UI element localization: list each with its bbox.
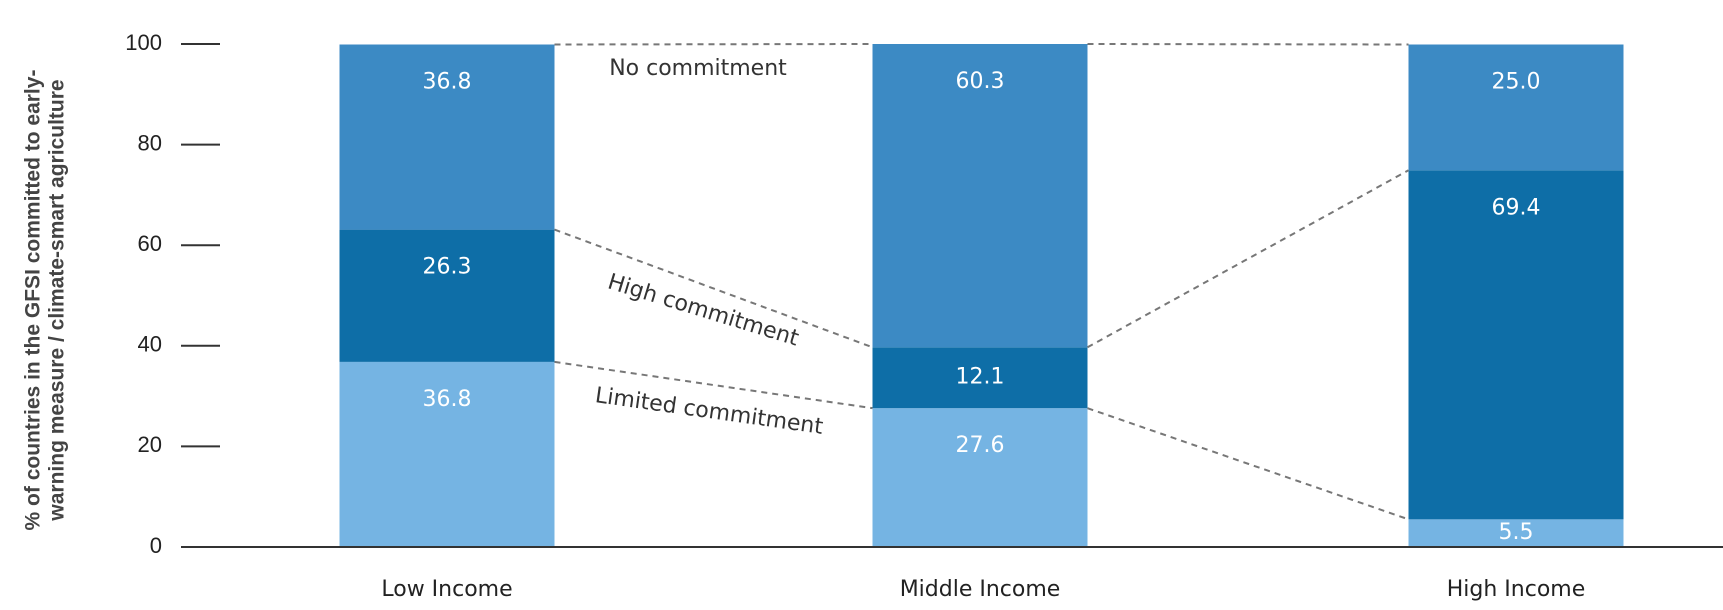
connector xyxy=(554,360,873,410)
value-label: 69.4 xyxy=(1492,195,1541,220)
connector xyxy=(554,43,873,46)
bar-segment xyxy=(339,229,555,362)
y-axis-title-line: % of countries in the GFSI committed to … xyxy=(22,70,45,531)
connector xyxy=(1087,407,1409,521)
bar-segment xyxy=(1408,519,1624,547)
x-tick-label: High Income xyxy=(1447,577,1586,602)
connector xyxy=(554,228,873,349)
value-label: 36.8 xyxy=(423,387,472,412)
value-label: 25.0 xyxy=(1492,70,1541,95)
bar-segment xyxy=(872,347,1088,409)
bar-segment xyxy=(872,408,1088,547)
value-label: 5.5 xyxy=(1499,520,1534,545)
y-tick-label: 80 xyxy=(138,130,162,155)
x-tick-label: Middle Income xyxy=(900,577,1061,602)
y-tick-label: 20 xyxy=(138,432,162,457)
y-tick-label: 100 xyxy=(125,30,162,55)
value-label: 26.3 xyxy=(423,255,472,280)
connector xyxy=(1087,43,1409,46)
bar-segment xyxy=(1408,44,1624,171)
series-annotation: Limited commitment xyxy=(594,383,825,440)
series-annotation: No commitment xyxy=(609,56,787,81)
bar-segment xyxy=(339,44,555,230)
y-axis-title: % of countries in the GFSI committed to … xyxy=(22,70,69,531)
y-tick-label: 60 xyxy=(138,231,162,256)
value-label: 60.3 xyxy=(956,69,1005,94)
value-label: 36.8 xyxy=(423,70,472,95)
value-label: 27.6 xyxy=(956,433,1005,458)
y-tick-label: 0 xyxy=(150,533,162,558)
y-axis-title-line: warning measure / climate-smart agricult… xyxy=(46,79,69,521)
value-label: 12.1 xyxy=(956,365,1005,390)
bar-segment xyxy=(1408,170,1624,520)
connector xyxy=(1087,169,1409,349)
x-tick-label: Low Income xyxy=(381,577,512,602)
bar-segment xyxy=(339,361,555,547)
y-tick-label: 40 xyxy=(138,332,162,357)
bar-segment xyxy=(872,44,1088,348)
